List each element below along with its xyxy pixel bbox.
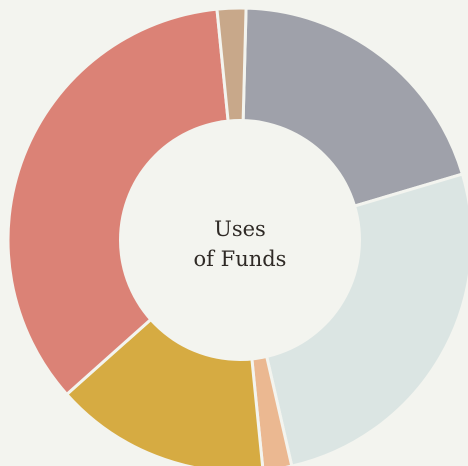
center-label-line-2: of Funds <box>194 247 287 271</box>
center-label-line-1: Uses <box>214 217 266 241</box>
donut-slice-5 <box>6 7 242 396</box>
donut-hole <box>119 119 361 361</box>
